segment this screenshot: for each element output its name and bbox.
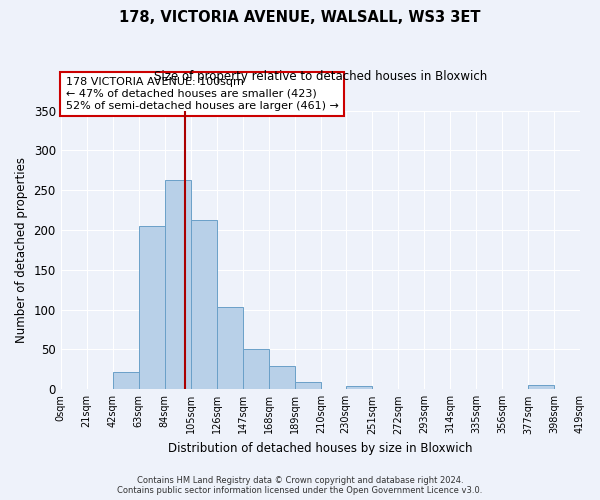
Bar: [554, 388, 580, 390]
Bar: [321, 388, 346, 390]
Bar: [346, 386, 372, 390]
Bar: [502, 388, 528, 390]
Bar: [243, 350, 269, 390]
Text: Contains HM Land Registry data © Crown copyright and database right 2024.
Contai: Contains HM Land Registry data © Crown c…: [118, 476, 482, 495]
Bar: [269, 366, 295, 390]
Bar: [113, 372, 139, 390]
Bar: [476, 388, 502, 390]
Bar: [86, 388, 113, 390]
Bar: [191, 220, 217, 390]
Bar: [528, 386, 554, 390]
Bar: [424, 388, 450, 390]
Bar: [372, 388, 398, 390]
Bar: [217, 308, 243, 390]
Y-axis label: Number of detached properties: Number of detached properties: [15, 157, 28, 343]
Bar: [139, 226, 165, 390]
X-axis label: Distribution of detached houses by size in Bloxwich: Distribution of detached houses by size …: [168, 442, 473, 455]
Text: 178 VICTORIA AVENUE: 100sqm
← 47% of detached houses are smaller (423)
52% of se: 178 VICTORIA AVENUE: 100sqm ← 47% of det…: [66, 78, 339, 110]
Bar: [450, 388, 476, 390]
Title: Size of property relative to detached houses in Bloxwich: Size of property relative to detached ho…: [154, 70, 487, 83]
Bar: [295, 382, 321, 390]
Text: 178, VICTORIA AVENUE, WALSALL, WS3 3ET: 178, VICTORIA AVENUE, WALSALL, WS3 3ET: [119, 10, 481, 25]
Bar: [165, 180, 191, 390]
Bar: [398, 388, 424, 390]
